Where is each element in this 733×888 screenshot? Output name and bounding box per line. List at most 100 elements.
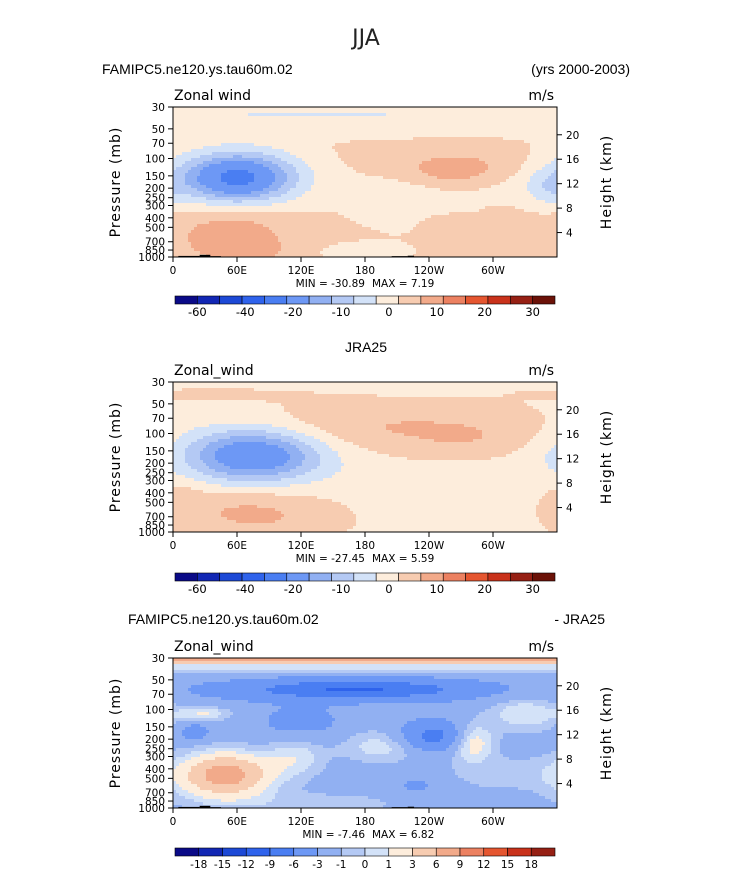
contour-cell — [287, 122, 291, 126]
contour-cell — [311, 113, 315, 117]
contour-cell — [434, 152, 438, 156]
contour-cell — [194, 134, 198, 138]
contour-cell — [449, 212, 453, 216]
contour-cell — [251, 116, 255, 120]
contour-cell — [443, 167, 447, 171]
contour-cell — [539, 176, 543, 180]
contour-cell — [215, 200, 219, 204]
contour-cell — [422, 221, 426, 225]
contour-cell — [335, 152, 339, 156]
contour-cell — [179, 161, 183, 165]
contour-cell — [410, 200, 414, 204]
contour-cell — [371, 200, 375, 204]
contour-cell — [482, 182, 486, 186]
contour-cell — [452, 107, 456, 111]
contour-cell — [419, 128, 423, 132]
contour-cell — [458, 218, 462, 222]
contour-cell — [281, 173, 285, 177]
contour-cell — [416, 167, 420, 171]
contour-cell — [245, 203, 249, 207]
contour-cell — [491, 116, 495, 120]
contour-cell — [434, 218, 438, 222]
contour-cell — [530, 203, 534, 207]
contour-cell — [482, 170, 486, 174]
contour-cell — [530, 209, 534, 213]
contour-cell — [527, 215, 531, 219]
contour-cell — [365, 155, 369, 159]
contour-cell — [182, 158, 186, 162]
contour-cell — [317, 146, 321, 150]
contour-cell — [302, 197, 306, 201]
contour-cell — [473, 140, 477, 144]
contour-cell — [500, 134, 504, 138]
contour-cell — [386, 179, 390, 183]
contour-cell — [443, 116, 447, 120]
contour-cell — [398, 182, 402, 186]
contour-cell — [548, 203, 552, 207]
contour-cell — [218, 215, 222, 219]
contour-cell — [218, 188, 222, 192]
contour-cell — [251, 188, 255, 192]
contour-cell — [506, 191, 510, 195]
contour-cell — [488, 149, 492, 153]
contour-cell — [338, 131, 342, 135]
contour-cell — [194, 110, 198, 114]
contour-cell — [527, 212, 531, 216]
contour-cell — [362, 122, 366, 126]
contour-cell — [200, 146, 204, 150]
contour-cell — [176, 155, 180, 159]
contour-cell — [350, 212, 354, 216]
contour-cell — [182, 134, 186, 138]
contour-cell — [413, 200, 417, 204]
contour-cell — [329, 125, 333, 129]
contour-cell — [191, 152, 195, 156]
contour-cell — [377, 131, 381, 135]
contour-cell — [533, 221, 537, 225]
contour-cell — [320, 143, 324, 147]
contour-cell — [341, 122, 345, 126]
contour-cell — [278, 200, 282, 204]
contour-cell — [209, 209, 213, 213]
contour-cell — [245, 125, 249, 129]
contour-cell — [230, 197, 234, 201]
contour-cell — [545, 164, 549, 168]
contour-cell — [335, 110, 339, 114]
contour-cell — [509, 176, 513, 180]
contour-cell — [377, 200, 381, 204]
contour-cell — [551, 128, 555, 132]
contour-cell — [191, 170, 195, 174]
contour-cell — [215, 173, 219, 177]
contour-cell — [341, 131, 345, 135]
contour-cell — [206, 146, 210, 150]
contour-cell — [329, 206, 333, 210]
contour-cell — [497, 131, 501, 135]
contour-cell — [317, 194, 321, 198]
contour-cell — [377, 194, 381, 198]
contour-cell — [515, 146, 519, 150]
contour-cell — [266, 149, 270, 153]
contour-cell — [278, 170, 282, 174]
contour-cell — [545, 182, 549, 186]
contour-cell — [545, 149, 549, 153]
contour-cell — [212, 209, 216, 213]
contour-cell — [347, 197, 351, 201]
contour-cell — [530, 149, 534, 153]
contour-cell — [236, 209, 240, 213]
contour-cell — [506, 146, 510, 150]
contour-cell — [395, 218, 399, 222]
contour-cell — [176, 209, 180, 213]
contour-cell — [410, 182, 414, 186]
contour-cell — [368, 185, 372, 189]
contour-cell — [437, 113, 441, 117]
contour-cell — [290, 158, 294, 162]
contour-cell — [371, 149, 375, 153]
contour-cell — [380, 140, 384, 144]
contour-cell — [290, 161, 294, 165]
contour-cell — [185, 170, 189, 174]
contour-cell — [188, 140, 192, 144]
contour-cell — [293, 155, 297, 159]
contour-cell — [404, 179, 408, 183]
contour-cell — [419, 161, 423, 165]
contour-cell — [281, 131, 285, 135]
contour-cell — [188, 197, 192, 201]
